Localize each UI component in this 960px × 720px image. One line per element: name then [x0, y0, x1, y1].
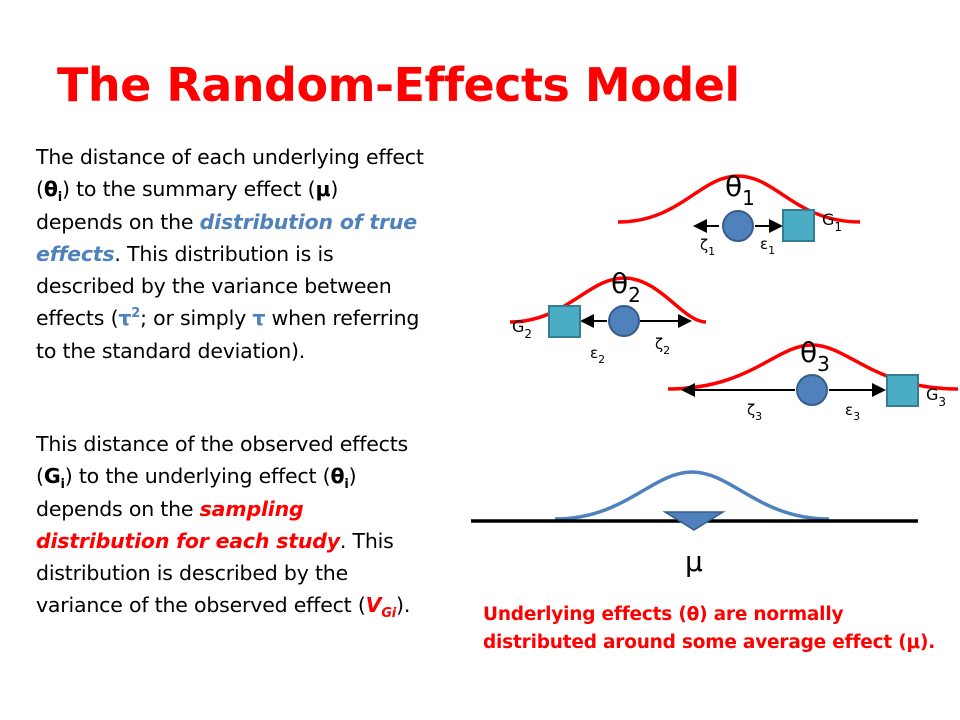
- emphasis-sampling-distribution: sampling distribution for each study: [36, 496, 340, 553]
- epsilon-label-1: ε1: [760, 235, 775, 257]
- true-effect-circle-1: [722, 210, 754, 242]
- epsilon-label-2: ε2: [590, 344, 605, 366]
- theta-symbol: θi: [43, 177, 62, 206]
- observed-effect-square-1: [782, 209, 815, 242]
- caption-line-1: Underlying effects (θ) are normally: [483, 604, 844, 625]
- caption: Underlying effects (θ) are normally dist…: [483, 601, 953, 657]
- g-label-2: G2: [512, 317, 532, 341]
- text: . This distribution is described by the …: [36, 528, 394, 618]
- mu-symbol: μ: [315, 177, 331, 202]
- text: The distance of each underlying effect (: [36, 145, 424, 202]
- theta-label-1: θ1: [725, 170, 755, 210]
- text: ) to the summary effect (: [61, 177, 316, 202]
- text: ) depends on the: [36, 464, 357, 521]
- true-effect-distribution-curve-2: [509, 276, 707, 324]
- zeta-label-2: ζ2: [655, 335, 670, 357]
- emphasis-distribution-of-true-effects: distribution of true effects: [36, 209, 417, 266]
- g-label-1: G1: [822, 210, 842, 234]
- text: ) depends on the: [36, 177, 339, 234]
- theta-label-2: θ2: [611, 267, 641, 307]
- theta-symbol: θi: [330, 464, 349, 493]
- true-effect-circle-3: [796, 374, 828, 406]
- slide-title: The Random-Effects Model: [57, 58, 740, 112]
- true-effect-circle-2: [608, 305, 640, 337]
- text: ; or simply: [140, 306, 253, 331]
- caption-line-2: distributed around some average effect (…: [483, 632, 936, 653]
- theta-label-3: θ3: [800, 336, 830, 376]
- text: when referring to the standard deviation…: [36, 306, 420, 363]
- observed-effect-square-3: [886, 374, 919, 407]
- g-label-3: G3: [926, 385, 946, 409]
- variance-symbol: VGi: [365, 593, 397, 622]
- text: ).: [396, 593, 411, 618]
- mu-label: μ: [685, 545, 703, 578]
- zeta-label-1: ζ1: [700, 236, 715, 258]
- summary-distribution-curve: [554, 470, 830, 521]
- paragraph-true-effects: The distance of each underlying effect (…: [36, 141, 431, 367]
- zeta-label-3: ζ3: [747, 401, 762, 423]
- text: . This distribution is is described by t…: [36, 241, 392, 331]
- tau-symbol: τ: [252, 306, 266, 331]
- text: This distance of the observed effects (: [36, 432, 409, 489]
- observed-effect-square-2: [548, 305, 581, 338]
- text: ) to the underlying effect (: [64, 464, 331, 489]
- paragraph-observed-effects: This distance of the observed effects (G…: [36, 428, 431, 622]
- tau-squared-symbol: τ2: [118, 306, 141, 331]
- g-symbol: Gi: [43, 464, 65, 493]
- epsilon-label-3: ε3: [845, 401, 860, 423]
- mu-triangle-marker: [662, 511, 726, 531]
